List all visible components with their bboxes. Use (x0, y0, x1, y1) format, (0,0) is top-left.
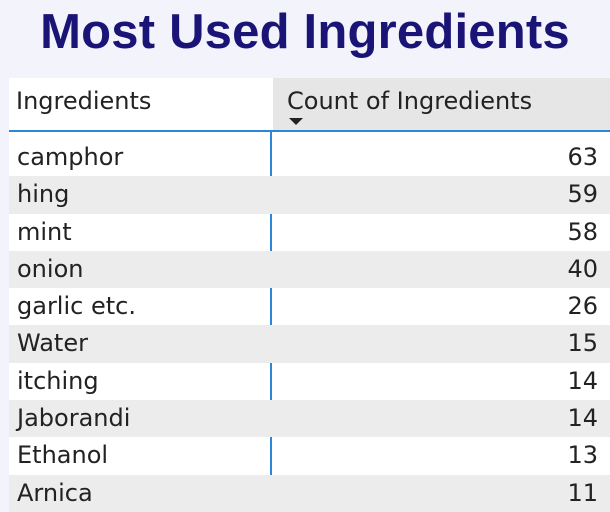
ingredient-name: itching (17, 366, 99, 395)
table-row[interactable]: hing 59 (9, 176, 610, 214)
ingredient-name: garlic etc. (17, 292, 136, 321)
ingredient-count: 59 (567, 180, 598, 209)
ingredient-count: 58 (567, 217, 598, 246)
table-row[interactable]: Ethanol 13 (9, 437, 610, 474)
ingredient-name: onion (17, 254, 84, 283)
column-divider (270, 132, 272, 508)
table-row[interactable]: itching 14 (9, 363, 610, 400)
ingredient-count: 26 (567, 292, 598, 321)
ingredient-count: 63 (567, 143, 598, 171)
ingredient-name: mint (17, 217, 72, 246)
ingredient-count: 13 (567, 441, 598, 470)
ingredient-count: 14 (567, 366, 598, 395)
column-header-ingredients[interactable]: Ingredients (16, 87, 152, 115)
table-header: Ingredients Count of Ingredients (9, 78, 610, 132)
column-header-count-label: Count of Ingredients (287, 87, 533, 115)
table-row[interactable]: Water 15 (9, 325, 610, 363)
table-row[interactable]: Arnica 11 (9, 474, 610, 512)
sort-descending-icon (289, 118, 303, 125)
page-title: Most Used Ingredients (40, 5, 570, 59)
ingredient-name: camphor (17, 143, 124, 171)
table-row[interactable]: garlic etc. 26 (9, 288, 610, 325)
ingredient-count: 14 (567, 404, 598, 433)
column-header-count[interactable]: Count of Ingredients (273, 78, 610, 130)
ingredient-count: 15 (567, 329, 598, 358)
table-body: camphor 63 hing 59 mint 58 onion 40 garlic etc. 2… (9, 139, 610, 512)
ingredients-table: Ingredients Count of Ingredients camphor… (9, 78, 610, 512)
ingredient-name: hing (17, 180, 70, 209)
ingredient-name: Jaborandi (17, 404, 131, 433)
table-row[interactable]: onion 40 (9, 250, 610, 289)
table-row[interactable]: mint 58 (9, 214, 610, 251)
ingredient-name: Ethanol (17, 441, 109, 470)
ingredient-count: 40 (567, 254, 598, 283)
ingredient-count: 11 (567, 478, 598, 507)
ingredient-name: Arnica (17, 478, 93, 507)
table-row[interactable]: camphor 63 (9, 139, 610, 176)
table-row[interactable]: Jaborandi 14 (9, 400, 610, 438)
ingredient-name: Water (17, 329, 88, 358)
